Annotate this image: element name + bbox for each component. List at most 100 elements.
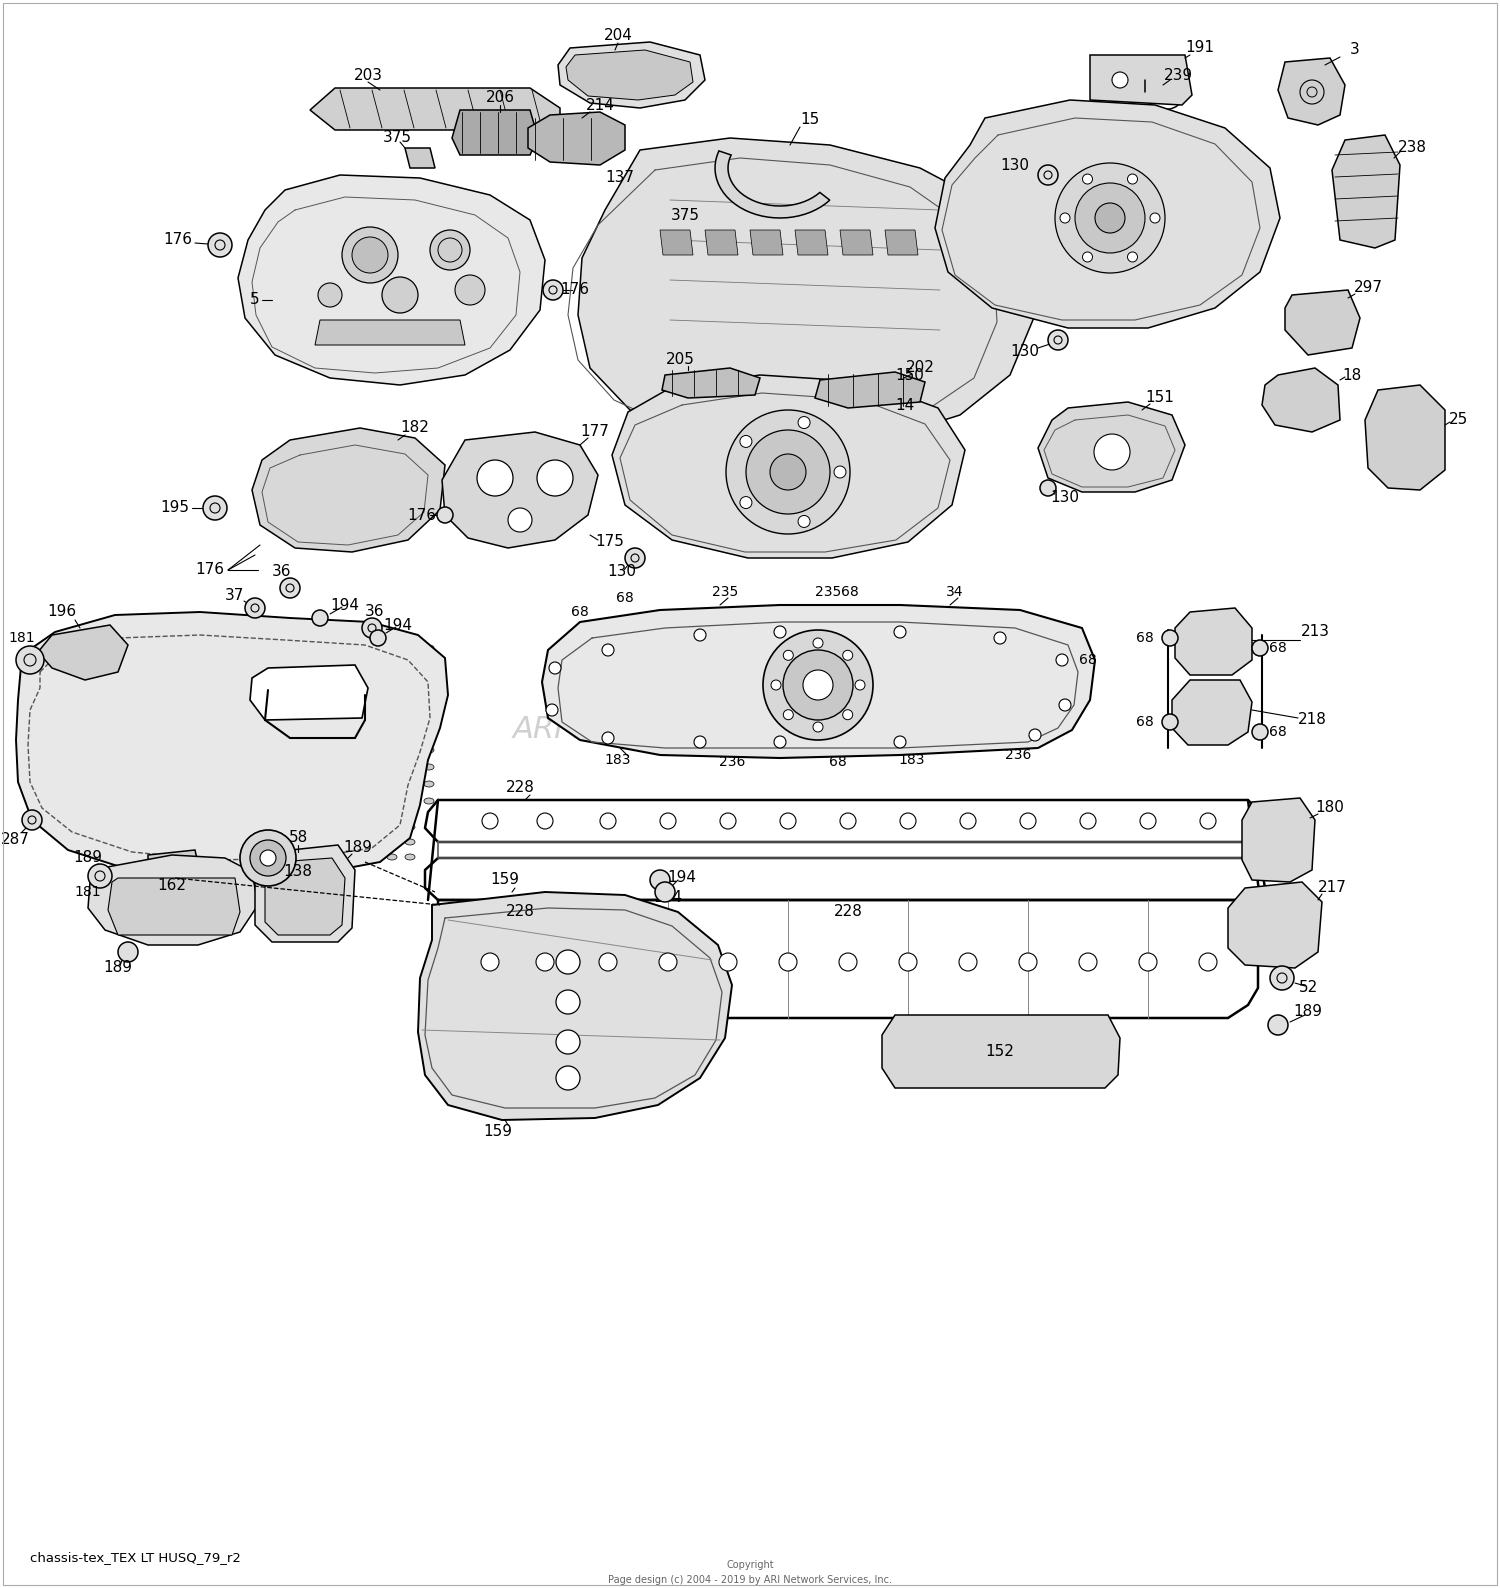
Circle shape <box>694 735 706 748</box>
Polygon shape <box>1174 608 1252 675</box>
Ellipse shape <box>370 662 380 669</box>
Text: 151: 151 <box>1146 391 1174 405</box>
Ellipse shape <box>369 764 380 770</box>
Text: 239: 239 <box>1164 68 1192 83</box>
Ellipse shape <box>424 746 433 753</box>
Ellipse shape <box>388 662 398 669</box>
Ellipse shape <box>280 680 290 684</box>
Ellipse shape <box>370 645 380 651</box>
Circle shape <box>840 813 856 829</box>
Ellipse shape <box>388 680 398 684</box>
Polygon shape <box>315 321 465 345</box>
Polygon shape <box>1365 384 1444 491</box>
Text: 218: 218 <box>1298 713 1326 727</box>
Text: 15: 15 <box>801 113 819 127</box>
Text: 203: 203 <box>354 68 382 83</box>
Ellipse shape <box>190 764 200 770</box>
Text: 189: 189 <box>74 851 102 865</box>
Ellipse shape <box>333 750 344 754</box>
Ellipse shape <box>405 794 416 800</box>
Ellipse shape <box>316 764 326 770</box>
Circle shape <box>537 813 554 829</box>
Ellipse shape <box>334 662 344 669</box>
Ellipse shape <box>352 645 362 651</box>
Circle shape <box>1083 252 1092 262</box>
Circle shape <box>834 465 846 478</box>
Text: 236: 236 <box>718 754 746 769</box>
Ellipse shape <box>226 799 236 804</box>
Ellipse shape <box>370 680 380 684</box>
Ellipse shape <box>352 764 362 770</box>
Circle shape <box>813 723 824 732</box>
Ellipse shape <box>334 799 344 804</box>
Ellipse shape <box>424 781 433 788</box>
Circle shape <box>556 1031 580 1054</box>
Circle shape <box>556 989 580 1015</box>
Circle shape <box>1076 183 1144 252</box>
Polygon shape <box>1332 135 1400 248</box>
Ellipse shape <box>352 799 362 804</box>
Ellipse shape <box>406 713 416 719</box>
Ellipse shape <box>209 662 218 669</box>
Ellipse shape <box>190 645 200 651</box>
Ellipse shape <box>298 645 307 651</box>
Ellipse shape <box>226 662 236 669</box>
Polygon shape <box>640 184 656 222</box>
Ellipse shape <box>298 713 307 719</box>
Ellipse shape <box>369 824 380 831</box>
Text: chassis-tex_TEX LT HUSQ_79_r2: chassis-tex_TEX LT HUSQ_79_r2 <box>30 1551 242 1564</box>
Circle shape <box>798 416 810 429</box>
Text: 194: 194 <box>654 891 682 905</box>
Polygon shape <box>566 49 693 100</box>
Text: 37: 37 <box>225 588 245 602</box>
Polygon shape <box>266 858 345 935</box>
Ellipse shape <box>387 764 398 770</box>
Circle shape <box>855 680 865 691</box>
Ellipse shape <box>406 662 416 669</box>
Circle shape <box>1112 71 1128 87</box>
Circle shape <box>202 495 226 519</box>
Ellipse shape <box>424 713 433 719</box>
Polygon shape <box>815 372 926 408</box>
Polygon shape <box>1242 799 1316 881</box>
Polygon shape <box>558 41 705 108</box>
Text: 152: 152 <box>986 1045 1014 1059</box>
Text: 182: 182 <box>400 421 429 435</box>
Ellipse shape <box>370 713 380 719</box>
Ellipse shape <box>406 781 416 788</box>
Ellipse shape <box>262 680 272 684</box>
Ellipse shape <box>298 730 307 735</box>
Ellipse shape <box>280 645 290 651</box>
Polygon shape <box>1278 59 1346 125</box>
Text: 196: 196 <box>48 605 76 619</box>
Circle shape <box>774 735 786 748</box>
Ellipse shape <box>262 696 272 702</box>
Circle shape <box>318 283 342 306</box>
Text: 217: 217 <box>1317 880 1347 896</box>
Circle shape <box>1038 165 1058 184</box>
Text: Page design (c) 2004 - 2019 by ARI Network Services, Inc.: Page design (c) 2004 - 2019 by ARI Netwo… <box>608 1575 892 1585</box>
Text: 214: 214 <box>585 97 615 113</box>
Text: 205: 205 <box>666 353 694 367</box>
Ellipse shape <box>209 645 218 651</box>
Text: 191: 191 <box>1185 41 1215 56</box>
Text: 68: 68 <box>842 584 860 599</box>
Ellipse shape <box>388 764 398 770</box>
Ellipse shape <box>209 781 218 788</box>
Circle shape <box>546 703 558 716</box>
Ellipse shape <box>369 750 380 754</box>
Text: 3: 3 <box>1350 43 1360 57</box>
Ellipse shape <box>352 696 362 702</box>
Text: 202: 202 <box>906 360 934 375</box>
Polygon shape <box>442 432 598 548</box>
Ellipse shape <box>406 764 416 770</box>
Text: 375: 375 <box>382 130 411 146</box>
Ellipse shape <box>298 696 307 702</box>
Circle shape <box>509 508 532 532</box>
Circle shape <box>430 230 470 270</box>
Polygon shape <box>251 665 368 719</box>
Polygon shape <box>840 230 873 256</box>
Circle shape <box>482 813 498 829</box>
Ellipse shape <box>424 696 433 702</box>
Circle shape <box>1252 640 1268 656</box>
